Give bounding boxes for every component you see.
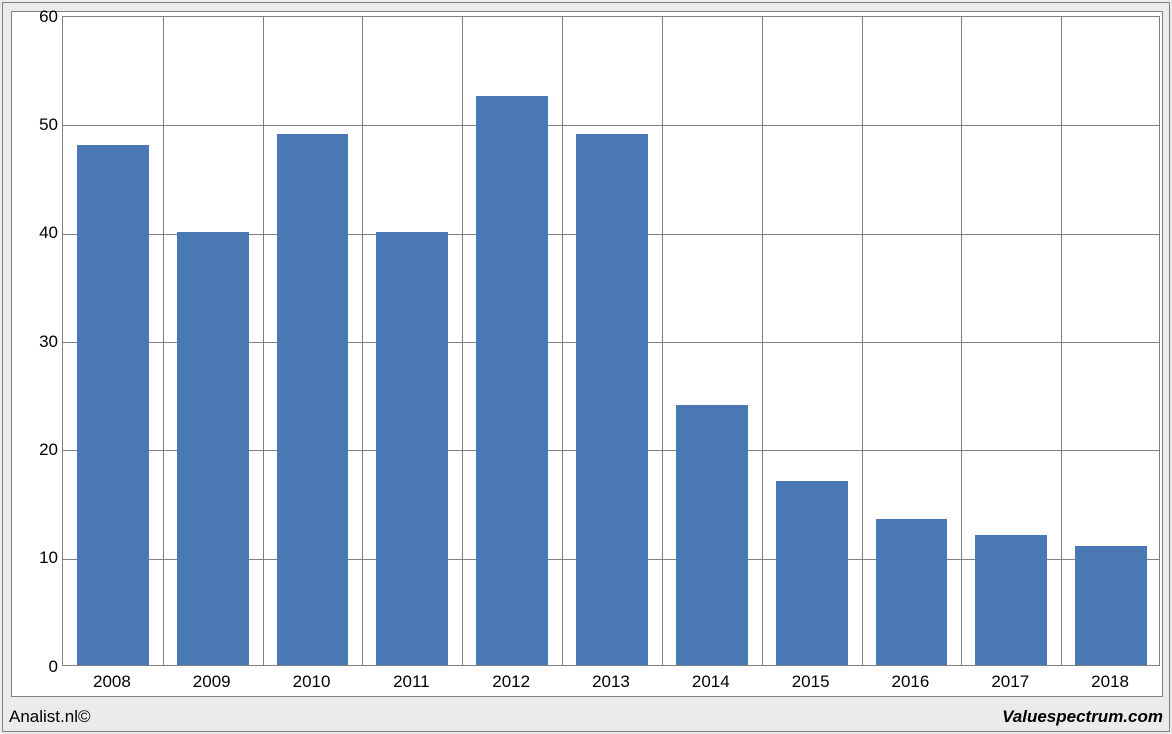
gridline-v [263,17,264,665]
gridline-v [961,17,962,665]
x-tick-label: 2015 [761,672,861,692]
x-tick-label: 2011 [361,672,461,692]
y-tick-label: 40 [18,223,58,243]
bar [576,134,648,665]
gridline-v [862,17,863,665]
footer-attribution-left: Analist.nl© [9,707,91,727]
y-tick-label: 10 [18,548,58,568]
x-tick-label: 2018 [1060,672,1160,692]
x-tick-label: 2010 [262,672,362,692]
y-tick-label: 50 [18,115,58,135]
bar [476,96,548,665]
gridline-v [462,17,463,665]
x-tick-label: 2016 [861,672,961,692]
bar [77,145,149,665]
x-tick-label: 2013 [561,672,661,692]
chart-frame: 0102030405060200820092010201120122013201… [11,11,1163,697]
bar [177,232,249,665]
bar [876,519,948,665]
x-tick-label: 2008 [62,672,162,692]
bar [676,405,748,665]
x-tick-label: 2014 [661,672,761,692]
outer-frame: 0102030405060200820092010201120122013201… [2,2,1170,732]
gridline-v [163,17,164,665]
gridline-v [562,17,563,665]
gridline-v [362,17,363,665]
plot-area [62,16,1160,666]
y-tick-label: 60 [18,7,58,27]
bar [376,232,448,665]
gridline-v [662,17,663,665]
gridline-h [63,125,1159,126]
gridline-v [1061,17,1062,665]
bar [975,535,1047,665]
y-tick-label: 30 [18,332,58,352]
y-tick-label: 0 [18,657,58,677]
x-tick-label: 2009 [162,672,262,692]
gridline-v [762,17,763,665]
x-tick-label: 2017 [960,672,1060,692]
y-tick-label: 20 [18,440,58,460]
bar [1075,546,1147,665]
footer-attribution-right: Valuespectrum.com [1002,707,1163,727]
x-tick-label: 2012 [461,672,561,692]
bar [277,134,349,665]
bar [776,481,848,665]
